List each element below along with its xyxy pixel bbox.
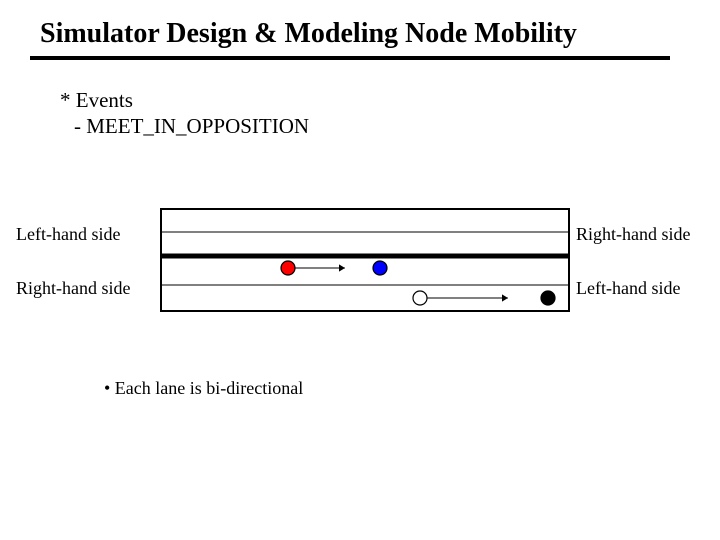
title-underline <box>30 56 670 60</box>
label-top-right: Right-hand side <box>576 224 691 245</box>
footnote: • Each lane is bi-directional <box>104 378 303 399</box>
label-bottom-left: Right-hand side <box>16 278 131 299</box>
bullet-sub-event: - MEET_IN_OPPOSITION <box>74 114 309 139</box>
bullet-events: * Events <box>60 88 133 113</box>
label-top-left: Left-hand side <box>16 224 120 245</box>
label-bottom-right: Left-hand side <box>576 278 680 299</box>
lane-diagram <box>160 208 570 318</box>
slide-title: Simulator Design & Modeling Node Mobilit… <box>40 18 577 50</box>
